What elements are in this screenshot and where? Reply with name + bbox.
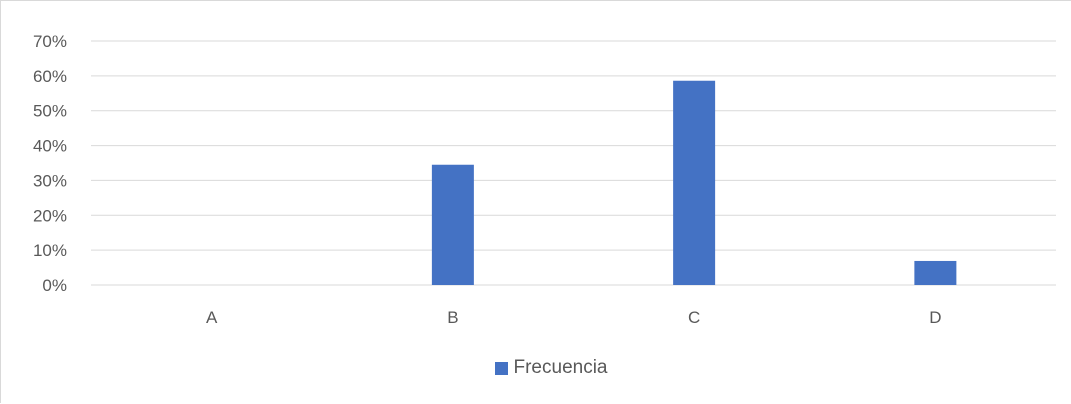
x-tick-label: A: [206, 308, 218, 327]
y-tick-label: 20%: [33, 206, 67, 225]
y-tick-label: 60%: [33, 67, 67, 86]
y-tick-label: 10%: [33, 241, 67, 260]
y-tick-label: 0%: [42, 276, 67, 295]
legend-label: Frecuencia: [513, 357, 608, 378]
y-tick-label: 40%: [33, 137, 67, 156]
x-tick-label: B: [447, 308, 458, 327]
y-tick-label: 70%: [33, 32, 67, 51]
y-tick-label: 50%: [33, 102, 67, 121]
bar-b: [431, 164, 474, 285]
legend: Frecuencia: [1, 357, 1071, 379]
x-tick-label: D: [929, 308, 941, 327]
x-tick-label: C: [688, 308, 700, 327]
y-tick-label: 30%: [33, 171, 67, 190]
legend-swatch: [494, 361, 508, 375]
bar-c: [673, 80, 716, 285]
bar-d: [914, 260, 957, 285]
